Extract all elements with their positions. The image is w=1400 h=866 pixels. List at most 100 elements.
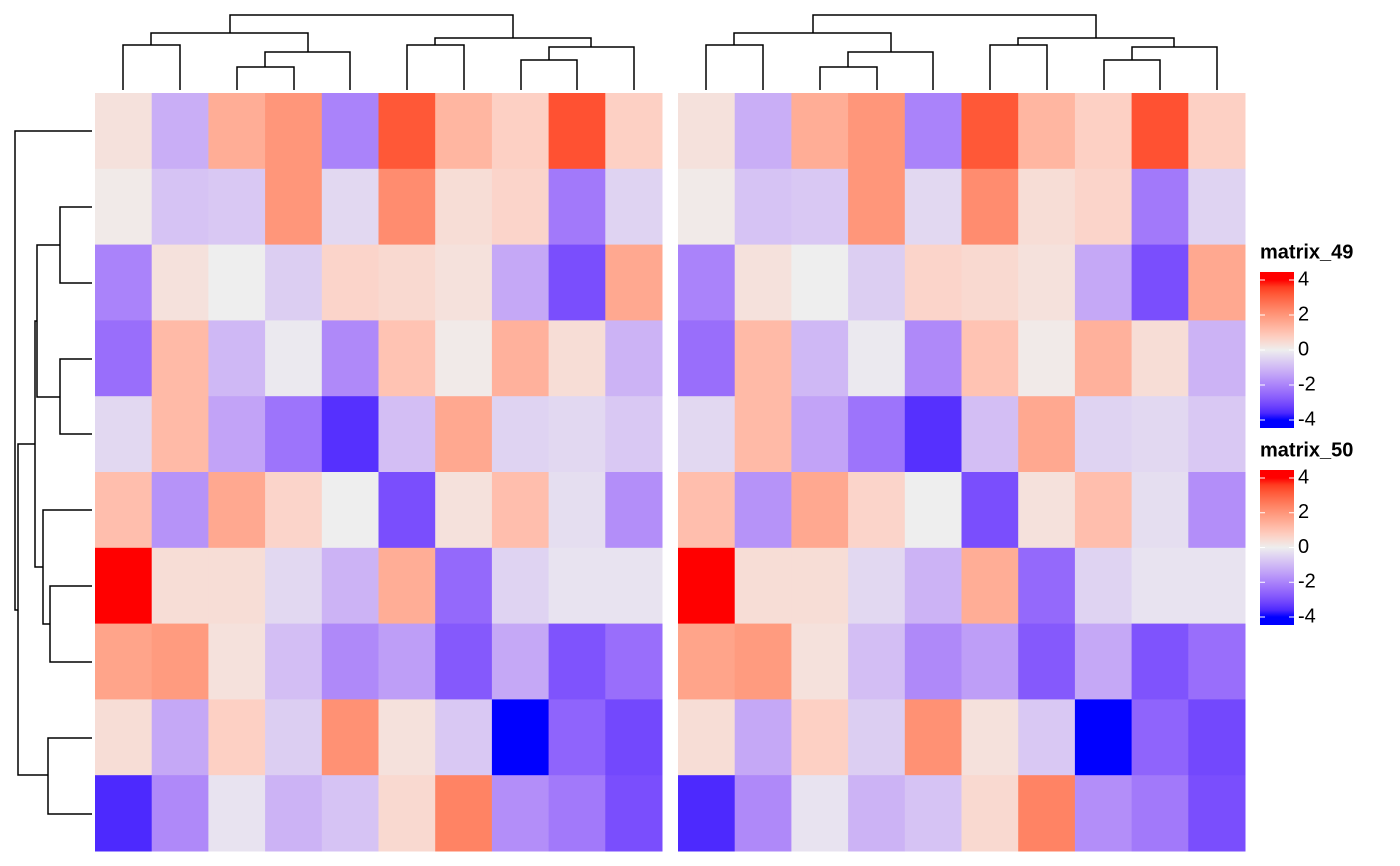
- heatmap-cell: [904, 623, 962, 700]
- heatmap-cell: [151, 775, 209, 852]
- heatmap-cell: [791, 699, 849, 776]
- heatmap-cell: [548, 168, 606, 246]
- heatmap-cell: [321, 244, 379, 321]
- heatmap-cell: [491, 168, 550, 246]
- heatmap-cell: [548, 547, 606, 625]
- heatmap-cell: [791, 320, 849, 397]
- heatmap-cell: [1131, 320, 1189, 397]
- heatmap-cell: [961, 547, 1019, 625]
- heatmap-cell: [1074, 699, 1133, 776]
- legend-tick-label: 2: [1298, 501, 1309, 523]
- heatmap-cell: [151, 244, 209, 321]
- heatmap-cell: [904, 699, 962, 776]
- heatmap-cell: [961, 775, 1019, 852]
- heatmap-cell: [1018, 547, 1076, 625]
- heatmap-cell: [378, 699, 436, 776]
- heatmap-cell: [678, 547, 736, 625]
- heatmap-cell: [848, 168, 906, 246]
- heatmap-cell: [1018, 775, 1076, 852]
- legend-tick-label: 0: [1298, 338, 1309, 360]
- heatmap-cell: [1131, 168, 1189, 246]
- heatmap-cell: [378, 472, 436, 549]
- heatmap-cell: [208, 168, 266, 246]
- heatmap-cell: [1018, 623, 1076, 700]
- heatmap-cell: [208, 93, 266, 170]
- heatmap-cell: [605, 168, 663, 246]
- heatmap-cell: [491, 93, 550, 170]
- heatmap-cell: [208, 699, 266, 776]
- heatmap-cell: [321, 396, 379, 473]
- legend-tick-label: -2: [1298, 571, 1316, 593]
- heatmap-cell: [378, 320, 436, 397]
- heatmap-cell: [548, 93, 606, 170]
- heatmap-cell: [848, 396, 906, 473]
- heatmap-cell: [961, 623, 1019, 700]
- heatmap-cell: [904, 244, 962, 321]
- heatmap-cell: [435, 775, 493, 852]
- heatmap-cell: [378, 775, 436, 852]
- heatmap-cell: [791, 244, 849, 321]
- heatmap-cell: [265, 699, 323, 776]
- heatmap-cell: [1188, 320, 1246, 397]
- heatmap-cell: [151, 320, 209, 397]
- heatmap-cell: [791, 623, 849, 700]
- heatmap-cell: [491, 244, 550, 321]
- heatmap-cell: [491, 699, 550, 776]
- heatmap-cell: [734, 699, 792, 776]
- heatmap-cell: [1018, 396, 1076, 473]
- heatmap-cell: [265, 547, 323, 625]
- heatmap-cell: [1074, 775, 1133, 852]
- heatmap-cell: [491, 623, 550, 700]
- heatmap-cell: [265, 623, 323, 700]
- heatmap-cell: [791, 168, 849, 246]
- heatmap-cell: [1074, 472, 1133, 549]
- heatmap-cell: [848, 623, 906, 700]
- legend-colorbar: [1260, 470, 1294, 625]
- heatmap-cell: [435, 472, 493, 549]
- heatmap-cell: [208, 320, 266, 397]
- heatmap-cell: [491, 547, 550, 625]
- heatmap-cell: [605, 547, 663, 625]
- heatmap-cell: [435, 623, 493, 700]
- heatmap-cell: [491, 775, 550, 852]
- heatmap-cell: [904, 168, 962, 246]
- heatmap-cell: [904, 472, 962, 549]
- heatmap-cell: [151, 472, 209, 549]
- heatmap-cell: [961, 168, 1019, 246]
- heatmap-cell: [95, 93, 153, 170]
- heatmap-cell: [678, 168, 736, 246]
- heatmap-cell: [95, 472, 153, 549]
- heatmap-cell: [95, 547, 153, 625]
- heatmap-cell: [734, 775, 792, 852]
- heatmap-cell: [848, 547, 906, 625]
- heatmap-cell: [435, 168, 493, 246]
- heatmap-cell: [265, 396, 323, 473]
- heatmap-cell: [378, 623, 436, 700]
- heatmap-cell: [1018, 472, 1076, 549]
- heatmap-cell: [791, 93, 849, 170]
- heatmap-cell: [1188, 168, 1246, 246]
- heatmap-cell: [321, 168, 379, 246]
- heatmap-cell: [605, 396, 663, 473]
- heatmap-cell: [95, 775, 153, 852]
- heatmap-cell: [208, 244, 266, 321]
- heatmap-cell: [321, 472, 379, 549]
- heatmap-cell: [1131, 472, 1189, 549]
- heatmap-cell: [678, 93, 736, 170]
- heatmap-cell: [95, 244, 153, 321]
- heatmap-cell: [848, 699, 906, 776]
- heatmap-cell: [378, 168, 436, 246]
- heatmap-cell: [548, 244, 606, 321]
- heatmap-cell: [904, 547, 962, 625]
- heatmap-cell: [548, 320, 606, 397]
- heatmap-cell: [435, 547, 493, 625]
- heatmap-cell: [848, 320, 906, 397]
- heatmap-cell: [321, 699, 379, 776]
- heatmap-cell: [1074, 547, 1133, 625]
- heatmap-cell: [848, 472, 906, 549]
- heatmap-cell: [95, 623, 153, 700]
- legend-title: matrix_50: [1260, 439, 1353, 461]
- heatmap-cell: [791, 775, 849, 852]
- heatmap-cell: [1131, 699, 1189, 776]
